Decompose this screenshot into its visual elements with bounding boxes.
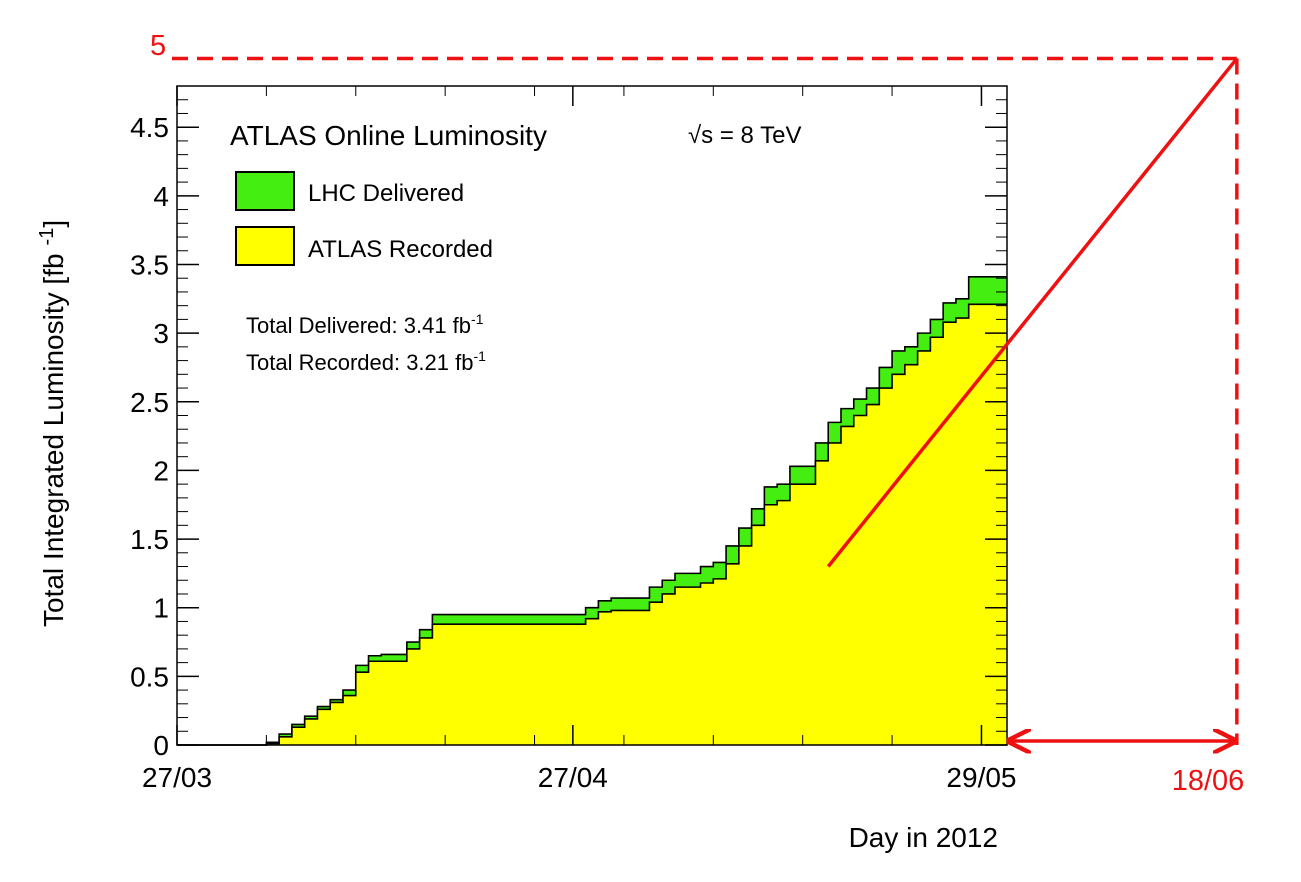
series-line-0 bbox=[177, 276, 1007, 746]
target-value-label: 5 bbox=[150, 30, 166, 62]
target-date-label: 18/06 bbox=[1172, 765, 1245, 797]
y-tick-label: 2 bbox=[153, 455, 169, 486]
series-area-1 bbox=[177, 304, 1007, 745]
y-tick-label: 2.5 bbox=[130, 387, 169, 418]
total-recorded-unit: -1 bbox=[473, 348, 486, 364]
total-delivered: Total Delivered: 3.41 fb-1 bbox=[246, 311, 484, 338]
legend-swatch-delivered bbox=[235, 171, 295, 211]
legend-label-delivered: LHC Delivered bbox=[308, 180, 464, 207]
total-delivered-unit: -1 bbox=[471, 311, 484, 327]
y-tick-label: 1 bbox=[153, 593, 169, 624]
total-recorded: Total Recorded: 3.21 fb-1 bbox=[246, 348, 486, 375]
x-tick-label: 27/03 bbox=[142, 762, 212, 793]
y-tick-label: 4 bbox=[153, 181, 169, 212]
x-axis-title: Day in 2012 bbox=[849, 822, 998, 853]
x-tick-label: 27/04 bbox=[538, 762, 608, 793]
y-axis-title-close: ] bbox=[38, 220, 69, 228]
y-tick-label: 3 bbox=[153, 318, 169, 349]
sqrt-symbol: √ bbox=[688, 122, 702, 149]
y-axis-title: Total Integrated Luminosity [fb -1] bbox=[36, 220, 69, 627]
y-tick-label: 1.5 bbox=[130, 524, 169, 555]
legend-swatch-recorded bbox=[235, 226, 295, 266]
series-line-1 bbox=[177, 303, 1007, 746]
axes: 0 0.5 1 1.5 2 2.5 3 3.5 4 4.5 27/03 27/04 29/05 bbox=[130, 85, 1017, 793]
y-tick-label: 0.5 bbox=[130, 661, 169, 692]
x-tick-label: 29/05 bbox=[946, 762, 1016, 793]
y-tick-label: 0 bbox=[153, 730, 169, 761]
projection-annotations bbox=[172, 56, 1239, 745]
total-delivered-text: Total Delivered: 3.41 fb bbox=[246, 313, 471, 338]
y-axis-title-sup: -1 bbox=[36, 228, 58, 246]
projection-line bbox=[826, 57, 1239, 568]
chart-title: ATLAS Online Luminosity bbox=[230, 120, 547, 151]
y-axis-title-text: Total Integrated Luminosity [fb bbox=[38, 253, 69, 627]
legend-label-recorded: ATLAS Recorded bbox=[308, 236, 493, 263]
y-tick-label: 3.5 bbox=[130, 249, 169, 280]
plot-area bbox=[177, 276, 1007, 746]
energy-label: √s = 8 TeV bbox=[688, 122, 801, 149]
y-tick-label: 4.5 bbox=[130, 112, 169, 143]
energy-value: s = 8 TeV bbox=[701, 122, 801, 149]
total-recorded-text: Total Recorded: 3.21 fb bbox=[246, 350, 473, 375]
